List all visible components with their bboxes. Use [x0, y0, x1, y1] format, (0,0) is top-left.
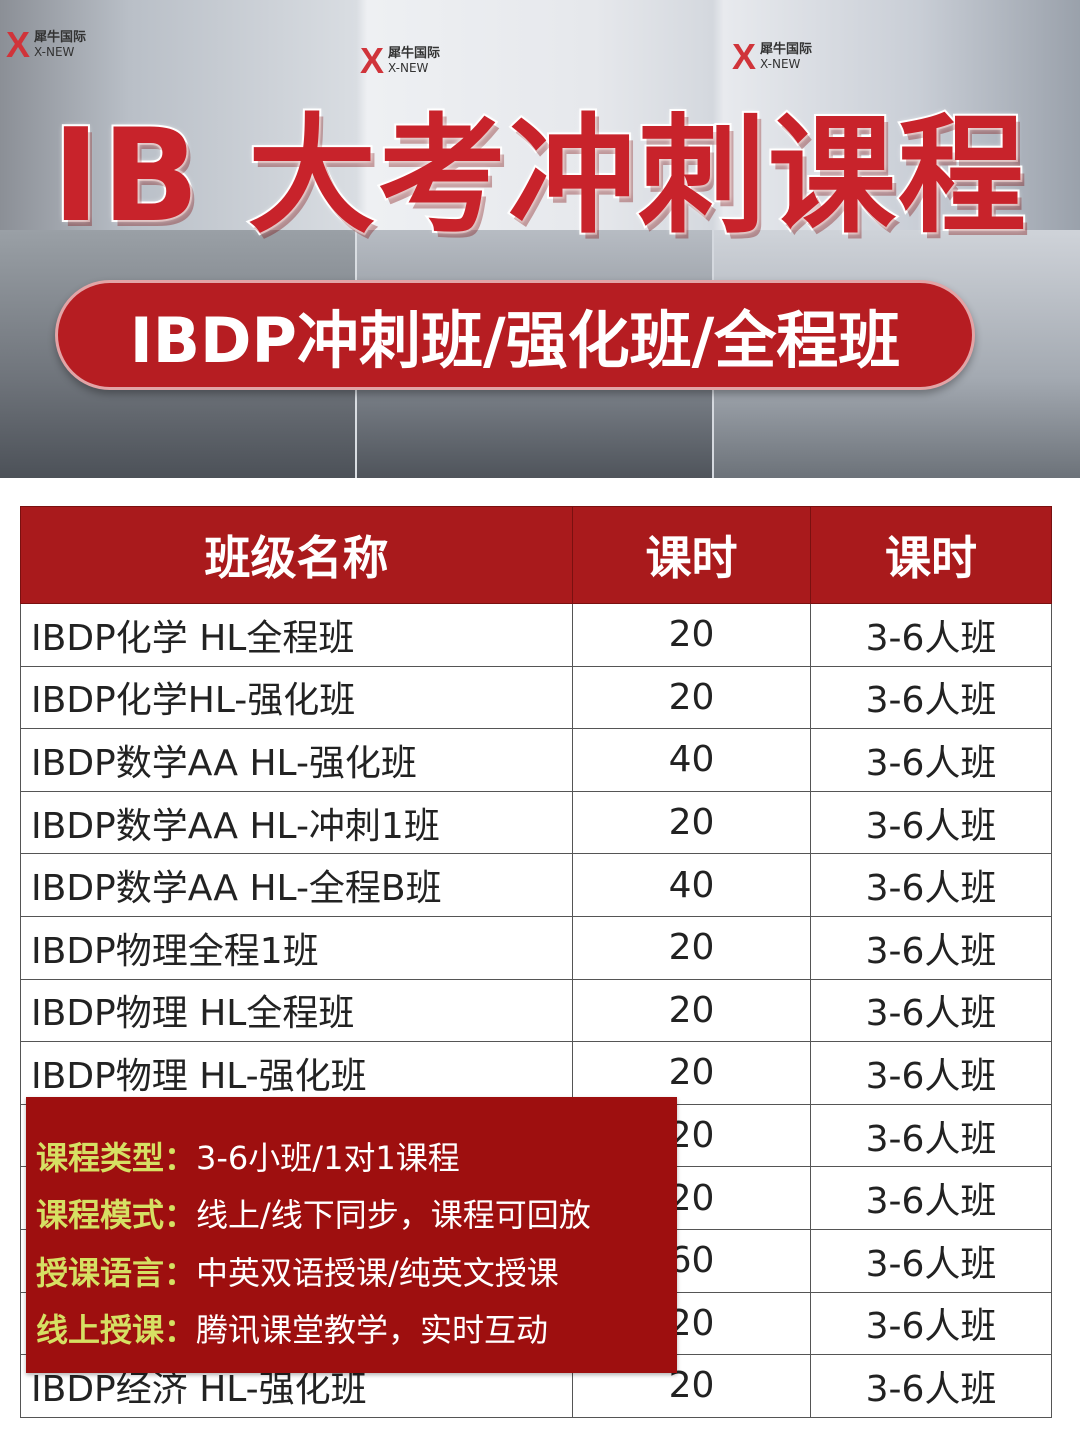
cell-hours: 40: [572, 853, 811, 917]
info-language: 授课语言： 中英双语授课/纯英文授课: [36, 1253, 559, 1292]
info-course-mode: 课程模式： 线上/线下同步，课程可回放: [36, 1196, 591, 1235]
cell-hours: 20: [572, 665, 811, 730]
cell-class-name: IBDP化学HL-强化班: [20, 665, 573, 730]
table-row: IBDP数学AA HL-冲刺1班 20 3-6人班: [20, 790, 1052, 855]
cell-class-size: 3-6人班: [810, 1291, 1052, 1356]
subtitle-pill: IBDP冲刺班/强化班/全程班: [55, 280, 975, 390]
table-header-row: 班级名称 课时 课时: [20, 506, 1052, 604]
brand-logo: X 犀牛国际 X-NEW: [732, 36, 813, 77]
brand-logo: X 犀牛国际 X-NEW: [6, 24, 87, 65]
table-row: IBDP数学AA HL-全程B班 40 3-6人班: [20, 853, 1052, 917]
cell-class-size: 3-6人班: [810, 1228, 1052, 1293]
cell-hours: 20: [572, 790, 811, 855]
table-row: IBDP化学HL-强化班 20 3-6人班: [20, 665, 1052, 730]
cell-class-size: 3-6人班: [810, 978, 1052, 1043]
cell-class-size: 3-6人班: [810, 915, 1052, 980]
cell-class-name: IBDP数学AA HL-全程B班: [20, 853, 573, 917]
cell-class-name: IBDP物理全程1班: [20, 915, 573, 980]
cell-class-name: IBDP物理 HL-强化班: [20, 1041, 573, 1105]
cell-class-size: 3-6人班: [810, 603, 1052, 667]
cell-hours: 20: [572, 978, 811, 1043]
table-row: IBDP物理 HL-强化班 20 3-6人班: [20, 1041, 1052, 1105]
cell-class-size: 3-6人班: [810, 1103, 1052, 1168]
cell-class-name: IBDP数学AA HL-冲刺1班: [20, 790, 573, 855]
info-course-type: 课程类型： 3-6小班/1对1课程: [36, 1138, 460, 1177]
cell-class-size: 3-6人班: [810, 1166, 1052, 1230]
cell-hours: 20: [572, 915, 811, 980]
page-title: IB 大考冲刺课程: [50, 100, 1028, 253]
cell-class-size: 3-6人班: [810, 1041, 1052, 1105]
table-row: IBDP化学 HL全程班 20 3-6人班: [20, 603, 1052, 667]
cell-class-name: IBDP数学AA HL-强化班: [20, 728, 573, 792]
header-hours: 课时: [572, 506, 811, 604]
course-info-panel: 课程类型： 3-6小班/1对1课程 课程模式： 线上/线下同步，课程可回放 授课语言…: [26, 1097, 677, 1373]
cell-class-name: IBDP物理 HL全程班: [20, 978, 573, 1043]
brand-logo: X 犀牛国际 X-NEW: [360, 40, 441, 81]
cell-hours: 40: [572, 728, 811, 792]
cell-hours: 20: [572, 1041, 811, 1105]
info-online: 线上授课： 腾讯课堂教学，实时互动: [36, 1311, 549, 1350]
header-class-name: 班级名称: [20, 506, 573, 604]
cell-class-size: 3-6人班: [810, 790, 1052, 855]
table-row: IBDP物理全程1班 20 3-6人班: [20, 915, 1052, 980]
header-class-size: 课时: [810, 506, 1052, 604]
cell-class-name: IBDP化学 HL全程班: [20, 603, 573, 667]
table-row: IBDP物理 HL全程班 20 3-6人班: [20, 978, 1052, 1043]
table-row: IBDP数学AA HL-强化班 40 3-6人班: [20, 728, 1052, 792]
cell-class-size: 3-6人班: [810, 853, 1052, 917]
banner-photo: X 犀牛国际 X-NEW X 犀牛国际 X-NEW X 犀牛国际 X-NEW IB 大考冲刺…: [0, 0, 1080, 478]
cell-class-size: 3-6人班: [810, 728, 1052, 792]
cell-class-size: 3-6人班: [810, 665, 1052, 730]
cell-hours: 20: [572, 603, 811, 667]
cell-class-size: 3-6人班: [810, 1354, 1052, 1418]
